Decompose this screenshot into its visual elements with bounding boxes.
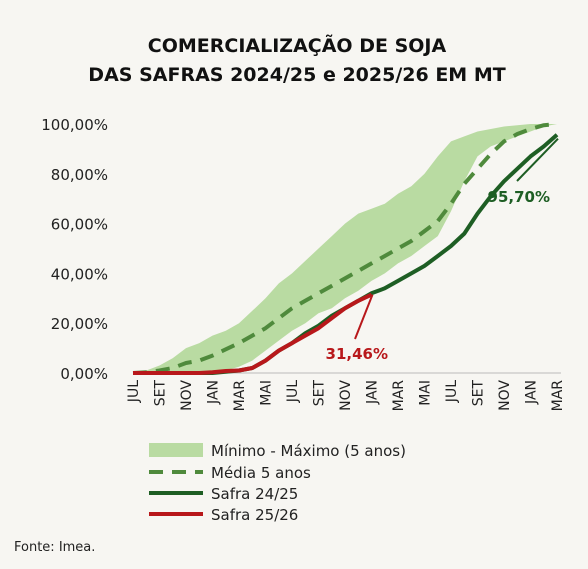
- legend-swatch-band: [149, 443, 203, 457]
- annotation-label-2526: 31,46%: [326, 345, 388, 363]
- chart-title: COMERCIALIZAÇÃO DE SOJA DAS SAFRAS 2024/2…: [88, 33, 505, 86]
- annotations: 95,70% 31,46%: [326, 138, 559, 363]
- chart-title-line-2: DAS SAFRAS 2024/25 e 2025/26 EM MT: [88, 64, 505, 86]
- x-tick-label: JUL: [444, 380, 460, 403]
- annotation-label-2425: 95,70%: [488, 188, 550, 206]
- y-tick-label: 40,00%: [51, 265, 108, 283]
- annotation-leader-2425: [516, 138, 559, 182]
- y-tick-label: 0,00%: [60, 365, 108, 383]
- y-tick-label: 100,00%: [41, 116, 108, 134]
- series-lines: [132, 122, 559, 375]
- x-tick-label: NOV: [179, 380, 195, 411]
- y-tick-label: 80,00%: [51, 166, 108, 184]
- x-axis-ticks: JUL SET NOV JAN MAR MAI JUL SET NOV JAN MAR MAI JUL S…: [126, 380, 566, 412]
- x-tick-label: MAR: [550, 380, 566, 412]
- x-tick-label: SET: [153, 380, 169, 407]
- legend-label: Safra 24/25: [211, 485, 298, 503]
- x-tick-label: MAR: [232, 380, 248, 412]
- band-area: [133, 124, 557, 373]
- x-tick-label: MAI: [418, 380, 434, 406]
- x-tick-label: JAN: [524, 380, 540, 405]
- x-tick-label: NOV: [497, 380, 513, 411]
- x-tick-label: NOV: [338, 380, 354, 411]
- x-tick-label: MAI: [259, 380, 275, 406]
- x-tick-label: JAN: [365, 380, 381, 405]
- x-tick-label: JUL: [126, 380, 142, 403]
- x-tick-label: JUL: [285, 380, 301, 403]
- legend-label: Mínimo - Máximo (5 anos): [211, 442, 406, 460]
- chart-title-line-1: COMERCIALIZAÇÃO DE SOJA: [148, 33, 447, 57]
- min-max-band: [133, 124, 557, 373]
- legend-label: Média 5 anos: [211, 464, 311, 482]
- y-tick-label: 20,00%: [51, 315, 108, 333]
- x-tick-label: MAR: [391, 380, 407, 412]
- y-tick-label: 60,00%: [51, 216, 108, 234]
- annotation-leader-2526: [354, 294, 374, 340]
- x-tick-label: SET: [312, 380, 328, 407]
- series-line-media: [132, 122, 558, 375]
- x-tick-label: SET: [471, 380, 487, 407]
- y-axis-ticks: 0,00% 20,00% 40,00% 60,00% 80,00% 100,00%: [41, 116, 561, 383]
- series-line-safra-2526: [133, 292, 373, 375]
- x-tick-label: JAN: [206, 380, 222, 405]
- source-note: Fonte: Imea.: [14, 540, 95, 555]
- legend: Mínimo - Máximo (5 anos) Média 5 anos Safr…: [149, 442, 406, 524]
- legend-label: Safra 25/26: [211, 506, 298, 524]
